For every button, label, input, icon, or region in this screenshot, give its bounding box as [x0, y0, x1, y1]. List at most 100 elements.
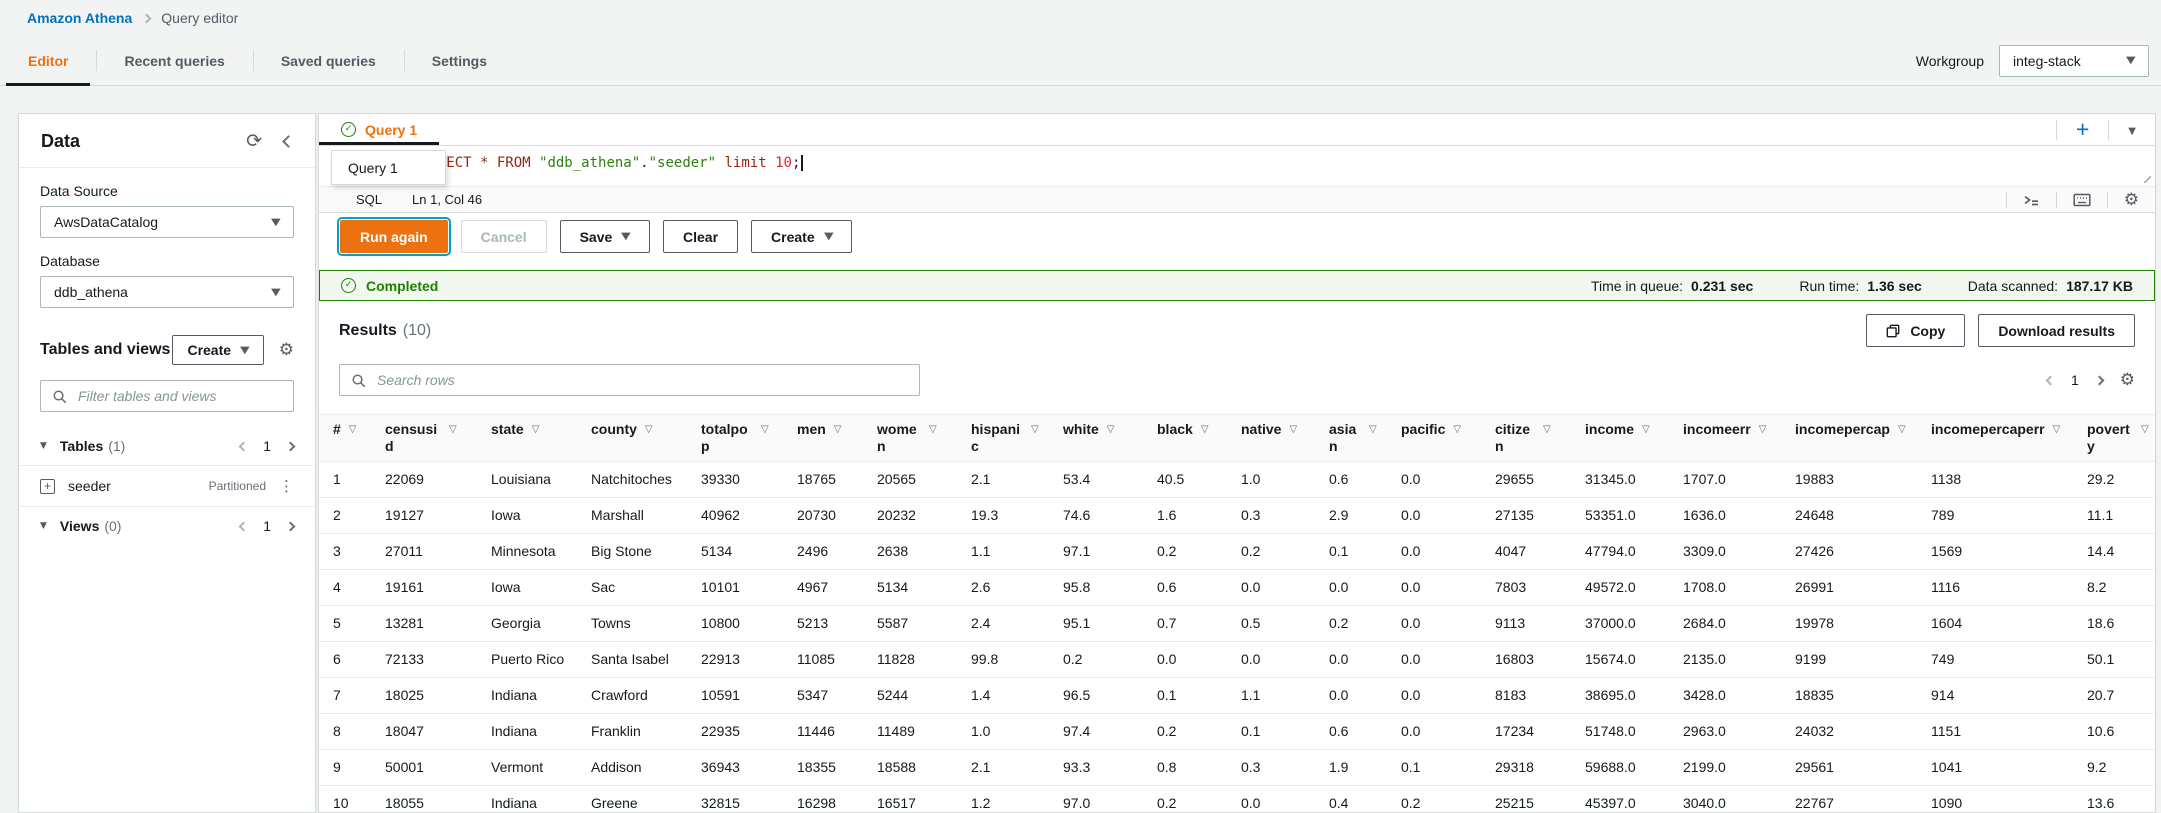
expand-table-icon[interactable]: +	[40, 478, 55, 494]
section-collapse-icon[interactable]: ▼	[40, 441, 47, 451]
breadcrumb-link-amazon-athena[interactable]: Amazon Athena	[27, 10, 133, 26]
column-filter-icon[interactable]: ▽	[1369, 424, 1377, 435]
column-header-asian[interactable]: asian ▽	[1315, 414, 1387, 462]
column-filter-icon[interactable]: ▽	[1289, 424, 1298, 435]
tab-recent-queries[interactable]: Recent queries	[96, 36, 252, 85]
keyboard-shortcuts-button[interactable]	[2057, 192, 2107, 208]
column-header-poverty[interactable]: poverty ▽	[2073, 414, 2155, 462]
table-cell: 8	[319, 713, 371, 750]
download-results-button[interactable]: Download results	[1978, 314, 2135, 347]
column-header-county[interactable]: county ▽	[577, 414, 687, 462]
prev-page-button[interactable]	[238, 521, 249, 531]
next-page-button[interactable]	[285, 441, 296, 451]
create-button[interactable]: Create ▼	[751, 220, 853, 253]
filter-tables-input[interactable]	[76, 387, 282, 405]
column-header-hispanic[interactable]: hispanic ▽	[957, 414, 1049, 462]
column-header-row-number[interactable]: # ▽	[319, 414, 371, 462]
column-header-native[interactable]: native ▽	[1227, 414, 1315, 462]
data-source-select[interactable]: AwsDataCatalog ▼	[40, 206, 294, 238]
column-filter-icon[interactable]: ▽	[449, 424, 457, 435]
column-header-women[interactable]: women ▽	[863, 414, 957, 462]
column-filter-icon[interactable]: ▽	[531, 424, 540, 435]
column-header-censusid[interactable]: censusid ▽	[371, 414, 477, 462]
save-button[interactable]: Save ▼	[559, 220, 650, 253]
column-filter-icon[interactable]: ▽	[1031, 424, 1039, 435]
database-select[interactable]: ddb_athena ▼	[40, 276, 294, 308]
save-button-label: Save	[579, 228, 613, 245]
next-page-button[interactable]	[285, 521, 296, 531]
column-filter-icon[interactable]: ▽	[1200, 424, 1209, 435]
run-again-button[interactable]: Run again	[337, 217, 451, 256]
clear-button[interactable]: Clear	[663, 220, 739, 253]
column-header-state[interactable]: state ▽	[477, 414, 577, 462]
page-number[interactable]: 1	[263, 518, 271, 534]
prev-page-button[interactable]	[238, 441, 249, 451]
workgroup-select[interactable]: integ-stack ▼	[1999, 44, 2149, 77]
search-rows-input[interactable]	[375, 371, 908, 389]
column-header-income[interactable]: income ▽	[1571, 414, 1669, 462]
next-page-button[interactable]	[2094, 375, 2105, 385]
table-item-menu-icon[interactable]: ⋮	[279, 477, 294, 495]
editor-settings-button[interactable]: ⚙	[2108, 190, 2155, 210]
table-cell: 2496	[783, 533, 863, 570]
table-cell: 0.0	[1387, 641, 1481, 678]
tab-editor[interactable]: Editor	[0, 36, 96, 86]
column-header-incomeerr[interactable]: incomeerr ▽	[1669, 414, 1781, 462]
table-cell: Iowa	[477, 569, 577, 606]
query-tab-list-button[interactable]: ▼	[2109, 121, 2155, 139]
page-number[interactable]: 1	[263, 438, 271, 454]
column-filter-icon[interactable]: ▽	[1642, 424, 1650, 435]
column-filter-icon[interactable]: ▽	[1758, 424, 1767, 435]
table-cell: 1.6	[1143, 497, 1227, 534]
table-cell: 40962	[687, 497, 783, 534]
table-cell: 72133	[371, 641, 477, 678]
column-filter-icon[interactable]: ▽	[348, 424, 357, 435]
page-number[interactable]: 1	[2070, 372, 2079, 388]
column-filter-icon[interactable]: ▽	[2141, 424, 2149, 435]
column-filter-icon[interactable]: ▽	[2052, 424, 2061, 435]
table-cell: 0.0	[1387, 533, 1481, 570]
column-filter-icon[interactable]: ▽	[761, 424, 769, 435]
table-cell: 1.2	[957, 785, 1049, 812]
table-cell: Indiana	[477, 713, 577, 750]
prev-page-button[interactable]	[2045, 375, 2056, 385]
results-pagination: 1 ⚙	[2045, 370, 2135, 390]
column-filter-icon[interactable]: ▽	[644, 424, 653, 435]
column-header-incomepercaperr[interactable]: incomepercaperr ▽	[1917, 414, 2073, 462]
column-filter-icon[interactable]: ▽	[1106, 424, 1115, 435]
format-query-button[interactable]	[2007, 192, 2056, 208]
table-cell: 1090	[1917, 785, 2073, 812]
column-header-incomepercap[interactable]: incomepercap ▽	[1781, 414, 1917, 462]
results-settings-button[interactable]: ⚙	[2120, 370, 2135, 390]
query-state: Completed	[366, 277, 439, 294]
table-cell: 29.2	[2073, 461, 2155, 498]
editor-resize-handle[interactable]	[2140, 172, 2151, 183]
column-label: censusid	[385, 421, 438, 454]
column-header-pacific[interactable]: pacific ▽	[1387, 414, 1481, 462]
column-filter-icon[interactable]: ▽	[929, 424, 937, 435]
query-tab-1[interactable]: ✓ Query 1	[319, 114, 440, 145]
tab-saved-queries[interactable]: Saved queries	[252, 36, 404, 85]
tables-settings-button[interactable]: ⚙	[279, 340, 294, 360]
column-header-men[interactable]: men ▽	[783, 414, 863, 462]
column-header-black[interactable]: black ▽	[1143, 414, 1227, 462]
create-table-button[interactable]: Create ▼	[172, 335, 264, 365]
table-item-seeder[interactable]: + seeder Partitioned ⋮	[19, 465, 315, 507]
results-actions: Copy Download results	[1866, 314, 2135, 347]
section-collapse-icon[interactable]: ▼	[40, 521, 47, 531]
breadcrumb: Amazon Athena Query editor	[0, 0, 2161, 36]
sql-editor[interactable]: SELECT * FROM "ddb_athena"."seeder" limi…	[319, 146, 2155, 186]
column-header-white[interactable]: white ▽	[1049, 414, 1143, 462]
column-header-totalpop[interactable]: totalpop ▽	[687, 414, 783, 462]
new-query-tab-button[interactable]: +	[2075, 116, 2090, 142]
column-header-citizen[interactable]: citizen ▽	[1481, 414, 1571, 462]
refresh-button[interactable]: ⟳	[246, 132, 262, 151]
column-filter-icon[interactable]: ▽	[1543, 424, 1551, 435]
column-filter-icon[interactable]: ▽	[1897, 424, 1906, 435]
column-filter-icon[interactable]: ▽	[1453, 424, 1462, 435]
table-cell: 16298	[783, 785, 863, 812]
column-filter-icon[interactable]: ▽	[833, 424, 842, 435]
tab-settings[interactable]: Settings	[403, 36, 515, 85]
copy-button[interactable]: Copy	[1866, 314, 1966, 347]
collapse-panel-button[interactable]	[282, 135, 295, 148]
